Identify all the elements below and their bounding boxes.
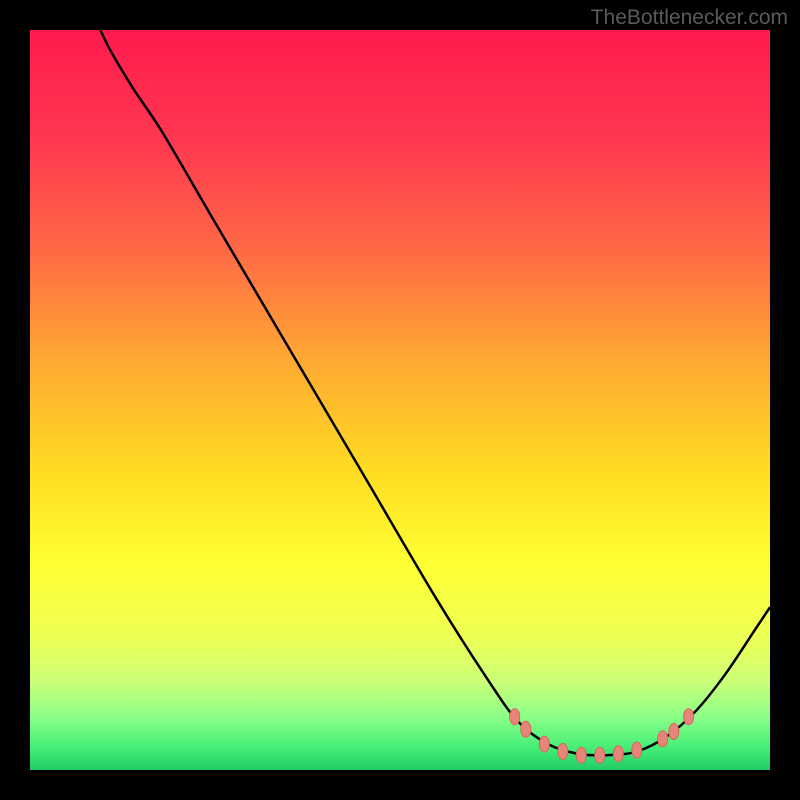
- optimal-marker: [658, 731, 668, 747]
- optimal-marker: [521, 721, 531, 737]
- optimal-marker: [539, 736, 549, 752]
- optimal-marker: [632, 742, 642, 758]
- optimal-marker: [576, 747, 586, 763]
- chart-background: [30, 30, 770, 770]
- optimal-marker: [558, 744, 568, 760]
- optimal-marker: [613, 746, 623, 762]
- watermark-text: TheBottlenecker.com: [591, 6, 788, 30]
- optimal-marker: [510, 709, 520, 725]
- bottleneck-chart: [30, 30, 770, 770]
- optimal-marker: [595, 747, 605, 763]
- optimal-marker: [684, 709, 694, 725]
- chart-svg: [30, 30, 770, 770]
- optimal-marker: [669, 724, 679, 740]
